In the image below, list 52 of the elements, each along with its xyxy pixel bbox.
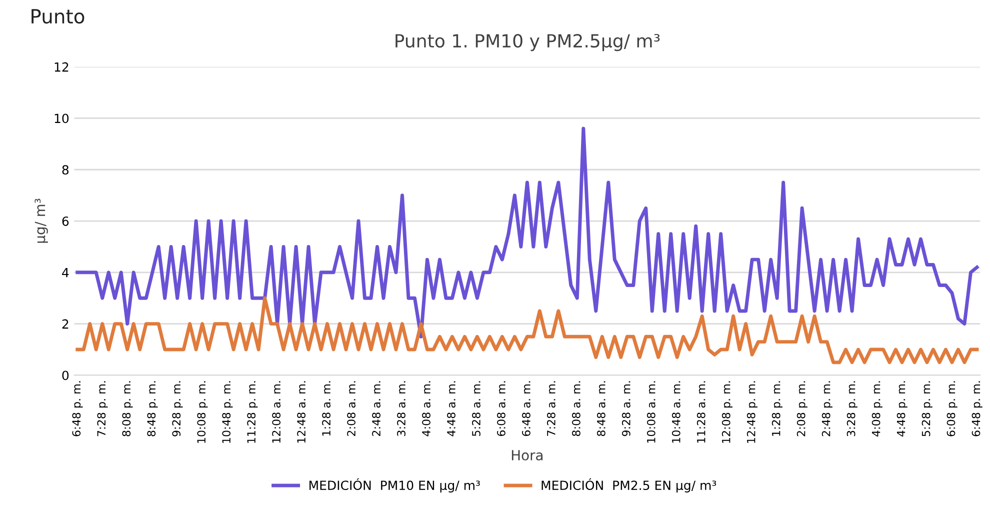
text: Punto bbox=[32, 9, 84, 24]
x-tick-label: 2:48 p. m. bbox=[822, 381, 832, 436]
x-tick-label: 8:48 a. m. bbox=[596, 381, 606, 436]
x-tick-label: 5:28 p. m. bbox=[922, 381, 932, 436]
x-tick-label: 10:48 a. m. bbox=[672, 381, 680, 443]
x-tick-label: 9:28 a. m. bbox=[622, 381, 630, 436]
x-tick-label: 11:28 a. m. bbox=[696, 381, 706, 443]
x-tick-label: 6:08 p. m. bbox=[946, 381, 958, 436]
x-tick-label: 12:08 p. m. bbox=[722, 381, 732, 443]
x-tick-label: 4:48 a. m. bbox=[447, 381, 456, 436]
x-tick-label: 3:28 a. m. bbox=[397, 381, 406, 436]
x-tick-label: 8:08 p. m. bbox=[122, 381, 133, 436]
x-tick-label: 11:28 p. m. bbox=[247, 381, 258, 443]
x-tick-label: 3:28 p. m. bbox=[846, 381, 858, 436]
chart-title: Punto 1. PM10 y PM2.5µg/ m³ bbox=[396, 34, 660, 52]
x-tick-label: 1:28 p. m. bbox=[772, 381, 782, 436]
legend-label: MEDICIÓN PM2.5 EN µg/ m³ bbox=[542, 478, 716, 492]
x-tick-label: 6:08 a. m. bbox=[497, 381, 506, 436]
x-tick-label: 6:48 p. m. bbox=[72, 381, 83, 436]
x-tick-label: 4:08 p. m. bbox=[872, 381, 882, 436]
y-axis-title: µg/ m³ bbox=[34, 198, 48, 243]
x-tick-label: 5:28 a. m. bbox=[472, 381, 480, 436]
y-tick-label: 12 bbox=[54, 62, 68, 72]
x-tick-label: 10:08 a. m. bbox=[646, 381, 656, 443]
legend-label: MEDICIÓN PM10 EN µg/ m³ bbox=[310, 478, 480, 492]
x-tick-label: 8:48 p. m. bbox=[147, 381, 158, 436]
x-tick-label: 6:48 a. m. bbox=[522, 381, 530, 436]
x-tick-label: 8:08 a. m. bbox=[572, 381, 580, 436]
y-tick-label: 10 bbox=[54, 114, 69, 124]
line-series bbox=[76, 126, 979, 338]
y-tick-label: 2 bbox=[62, 319, 68, 329]
x-tick-label: 4:08 a. m. bbox=[422, 381, 430, 436]
x-tick-label: 1:28 a. m. bbox=[322, 381, 330, 436]
x-tick-label: 12:48 p. m. bbox=[746, 381, 758, 443]
x-tick-label: 6:48 p. m. bbox=[972, 381, 982, 436]
x-tick-label: 9:28 p. m. bbox=[172, 381, 183, 436]
x-tick-label: 10:48 p. m. bbox=[222, 381, 233, 443]
y-tick-label: 4 bbox=[62, 268, 69, 278]
x-tick-label: 12:48 a. m. bbox=[297, 381, 306, 443]
x-tick-label: 12:08 a. m. bbox=[272, 381, 281, 443]
x-tick-label: 7:28 a. m. bbox=[546, 381, 556, 436]
x-tick-label: 4:48 p. m. bbox=[896, 381, 908, 436]
x-tick-label: 7:28 p. m. bbox=[97, 381, 108, 436]
y-tick-label: 8 bbox=[62, 165, 69, 175]
line-series bbox=[76, 296, 979, 364]
x-tick-label: 2:08 a. m. bbox=[347, 381, 356, 436]
x-tick-label: 2:48 a. m. bbox=[372, 381, 380, 436]
x-axis-title: Hora bbox=[512, 450, 542, 460]
y-tick-label: 6 bbox=[62, 216, 69, 226]
x-tick-label: 10:08 p. m. bbox=[197, 381, 208, 443]
x-tick-label: 2:08 p. m. bbox=[796, 381, 808, 436]
y-tick-label: 0 bbox=[62, 370, 69, 380]
